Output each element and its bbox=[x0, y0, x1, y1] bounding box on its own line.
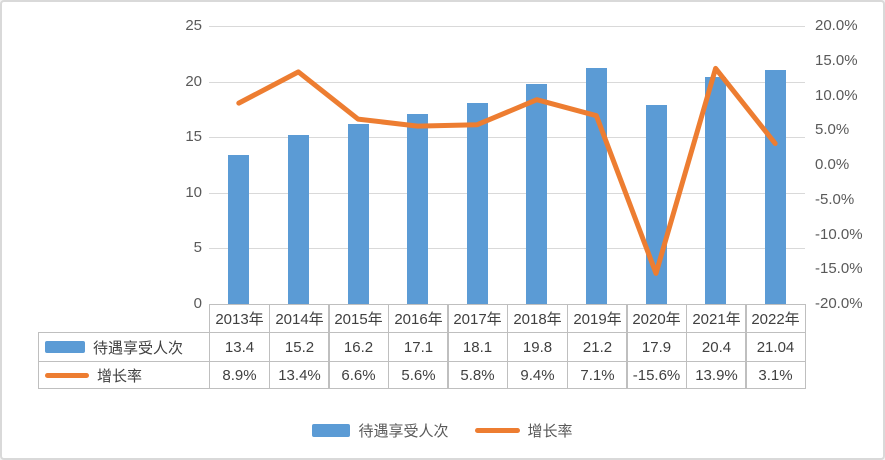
table-legend-line-swatch-icon bbox=[45, 372, 89, 378]
legend: 待遇享受人次 增长率 bbox=[2, 418, 883, 442]
table-cell: 2015年 bbox=[328, 304, 389, 333]
bar-2017年 bbox=[467, 103, 488, 304]
table-cell: 2019年 bbox=[567, 304, 628, 333]
legend-bar-swatch-icon bbox=[312, 423, 351, 437]
table-row-header: 待遇享受人次 bbox=[38, 332, 210, 362]
left-axis-tick-label: 5 bbox=[193, 239, 202, 256]
right-axis-tick-label: -15.0% bbox=[815, 260, 863, 277]
table-cell: 20.4 bbox=[686, 332, 747, 362]
gridline bbox=[209, 26, 805, 27]
bar-2022年 bbox=[765, 70, 786, 304]
table-cell: -15.6% bbox=[626, 361, 687, 389]
right-axis-tick-label: 10.0% bbox=[815, 87, 858, 104]
table-cell: 2020年 bbox=[626, 304, 687, 333]
table-cell: 15.2 bbox=[269, 332, 330, 362]
legend-label-line-series: 增长率 bbox=[527, 422, 573, 440]
table-cell: 13.4% bbox=[269, 361, 330, 389]
table-cell: 5.8% bbox=[447, 361, 508, 389]
table-cell: 5.6% bbox=[388, 361, 449, 389]
table-cell: 8.9% bbox=[209, 361, 270, 389]
table-cell: 19.8 bbox=[507, 332, 568, 362]
right-axis-tick-label: 5.0% bbox=[815, 121, 850, 138]
table-cell: 2018年 bbox=[507, 304, 568, 333]
right-axis-tick-label: -20.0% bbox=[815, 295, 863, 312]
table-legend-bar-swatch-icon bbox=[45, 341, 85, 353]
left-axis-tick-label: 15 bbox=[185, 128, 202, 145]
right-axis-tick-label: 15.0% bbox=[815, 52, 858, 69]
left-axis-tick-label: 0 bbox=[193, 295, 202, 312]
left-axis-tick-label: 25 bbox=[185, 17, 202, 34]
right-axis-tick-label: -5.0% bbox=[815, 191, 855, 208]
bar-2014年 bbox=[288, 135, 309, 304]
table-cell: 2021年 bbox=[686, 304, 747, 333]
legend-line-swatch-icon bbox=[474, 427, 520, 433]
bar-2021年 bbox=[705, 77, 726, 304]
bar-2020年 bbox=[646, 105, 667, 304]
table-cell: 2016年 bbox=[388, 304, 449, 333]
bar-2015年 bbox=[348, 124, 369, 304]
legend-label-bar-series: 待遇享受人次 bbox=[358, 422, 449, 440]
table-cell: 6.6% bbox=[328, 361, 389, 389]
bar-2016年 bbox=[407, 114, 428, 304]
right-axis-tick-label: 20.0% bbox=[815, 17, 858, 34]
bar-2018年 bbox=[526, 84, 547, 304]
table-cell: 16.2 bbox=[328, 332, 389, 362]
table-cell: 7.1% bbox=[567, 361, 628, 389]
table-cell: 17.1 bbox=[388, 332, 449, 362]
bar-2013年 bbox=[228, 155, 249, 304]
table-cell: 21.2 bbox=[567, 332, 628, 362]
table-cell: 13.9% bbox=[686, 361, 747, 389]
table-cell: 3.1% bbox=[745, 361, 806, 389]
table-series-name: 增长率 bbox=[97, 367, 143, 385]
table-series-name: 待遇享受人次 bbox=[93, 339, 184, 357]
table-row-header: 增长率 bbox=[38, 361, 210, 389]
table-cell: 2014年 bbox=[269, 304, 330, 333]
table-cell: 17.9 bbox=[626, 332, 687, 362]
bar-2019年 bbox=[586, 68, 607, 304]
table-cell: 9.4% bbox=[507, 361, 568, 389]
table-cell: 21.04 bbox=[745, 332, 806, 362]
table-cell: 2022年 bbox=[745, 304, 806, 333]
right-axis-tick-label: 0.0% bbox=[815, 156, 850, 173]
left-axis-tick-label: 10 bbox=[185, 184, 202, 201]
growth-rate-line bbox=[236, 65, 778, 276]
table-cell: 13.4 bbox=[209, 332, 270, 362]
table-cell: 2013年 bbox=[209, 304, 270, 333]
left-axis-tick-label: 20 bbox=[185, 73, 202, 90]
right-axis-tick-label: -10.0% bbox=[815, 226, 863, 243]
table-cell: 2017年 bbox=[447, 304, 508, 333]
table-cell: 18.1 bbox=[447, 332, 508, 362]
